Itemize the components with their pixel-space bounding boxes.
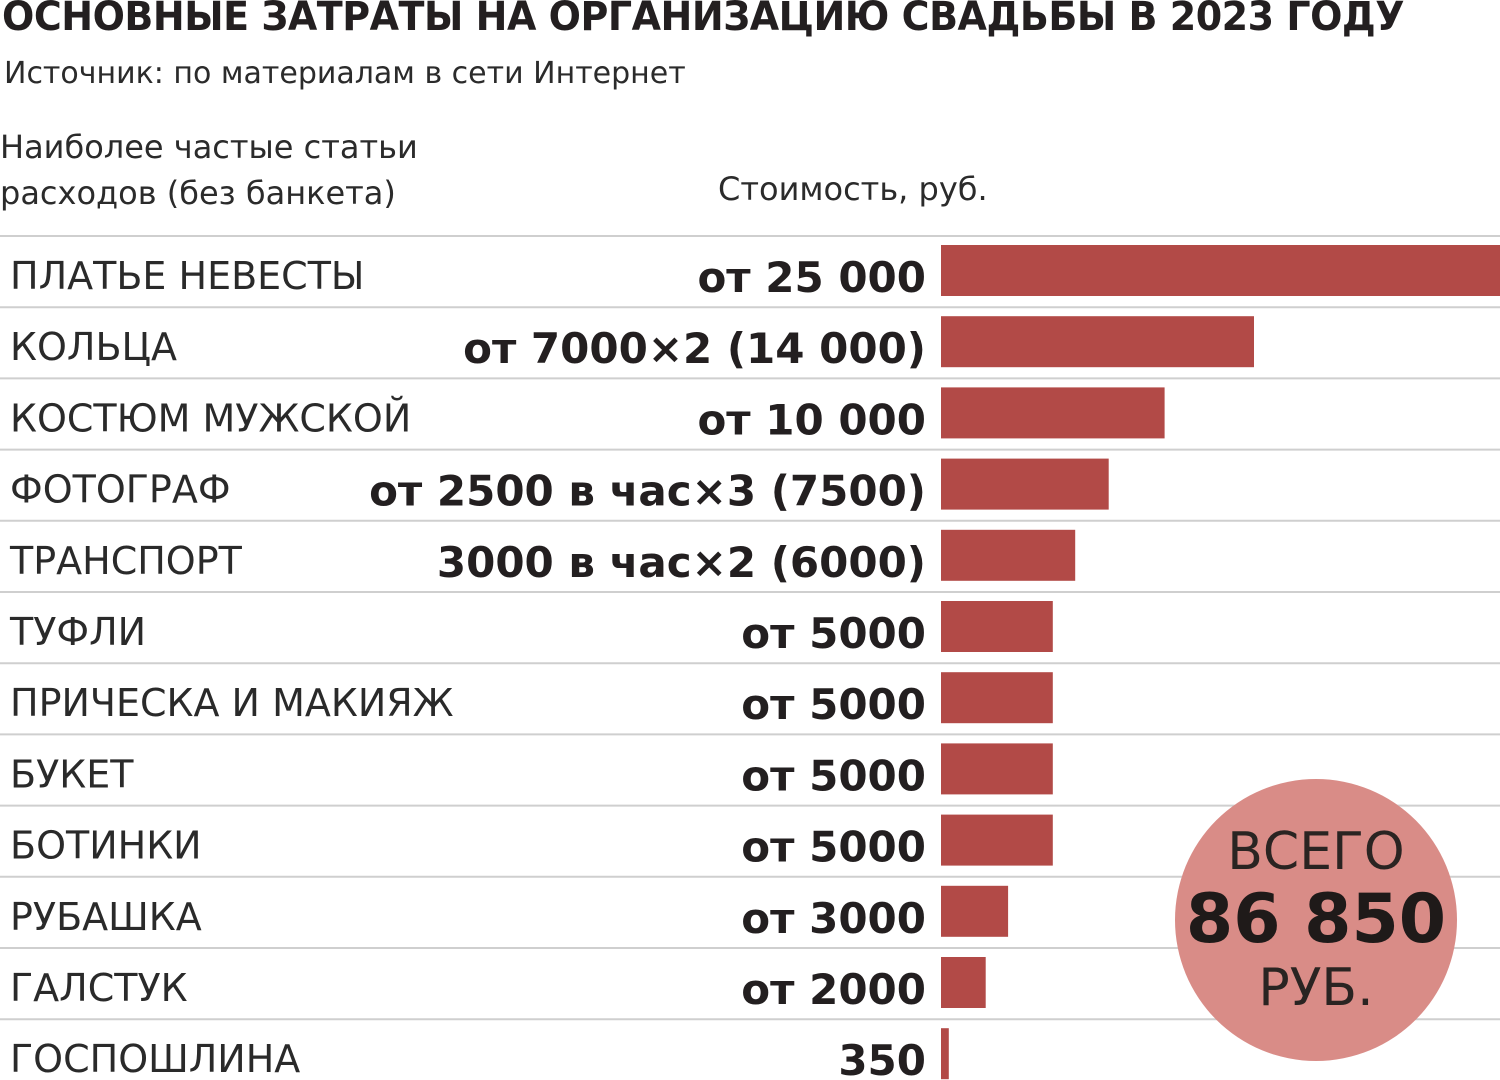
value-label: от 2500 в час×3 (7500) (369, 467, 926, 516)
bar (941, 316, 1254, 368)
value-label: от 2000 (741, 965, 926, 1014)
category-label: ПЛАТЬЕ НЕВЕСТЫ (10, 254, 364, 298)
bar (941, 672, 1053, 724)
bar (941, 601, 1053, 652)
value-label: 3000 в час×2 (6000) (437, 538, 926, 587)
bar (941, 743, 1053, 795)
value-label: 350 (838, 1036, 926, 1080)
category-label: ГОСПОШЛИНА (10, 1037, 300, 1080)
value-label: от 5000 (741, 609, 926, 658)
value-label: от 25 000 (697, 253, 926, 302)
cost-column-header: Стоимость, руб. (718, 170, 988, 208)
category-label: ГАЛСТУК (10, 966, 188, 1010)
category-label: РУБАШКА (10, 895, 202, 939)
bar (941, 529, 1076, 581)
value-label: от 5000 (741, 751, 926, 800)
category-label: БОТИНКИ (10, 824, 202, 868)
bar (941, 1028, 949, 1080)
bar (941, 957, 986, 1008)
total-badge: ВСЕГО 86 850 РУБ. (1175, 779, 1457, 1061)
bar (941, 814, 1053, 866)
bar (941, 245, 1500, 296)
items-header-line-2: расходов (без банкета) (0, 174, 396, 212)
total-value: 86 850 (1185, 880, 1447, 959)
category-label: ФОТОГРАФ (10, 468, 231, 512)
category-label: ТУФЛИ (9, 610, 146, 654)
category-label: ПРИЧЕСКА И МАКИЯЖ (10, 681, 454, 725)
value-label: от 7000×2 (14 000) (463, 324, 926, 373)
category-label: КОЛЬЦА (10, 325, 177, 369)
category-label: БУКЕТ (10, 752, 134, 796)
bar (941, 885, 1009, 937)
bar (941, 458, 1109, 510)
items-column-header: Наиболее частые статьи расходов (без бан… (0, 124, 418, 216)
category-label: ТРАНСПОРТ (9, 539, 243, 583)
value-label: от 5000 (741, 680, 926, 729)
bar (941, 387, 1165, 439)
value-label: от 5000 (741, 823, 926, 872)
value-label: от 10 000 (697, 395, 926, 444)
items-header-line-1: Наиболее частые статьи (0, 128, 418, 166)
chart-source: Источник: по материалам в сети Интернет (4, 56, 686, 91)
chart-title: ОСНОВНЫЕ ЗАТРАТЫ НА ОРГАНИЗАЦИЮ СВАДЬБЫ … (2, 0, 1405, 40)
category-label: КОСТЮМ МУЖСКОЙ (10, 396, 411, 440)
total-label: ВСЕГО (1227, 822, 1405, 882)
value-label: от 3000 (741, 894, 926, 943)
total-unit: РУБ. (1258, 958, 1374, 1018)
